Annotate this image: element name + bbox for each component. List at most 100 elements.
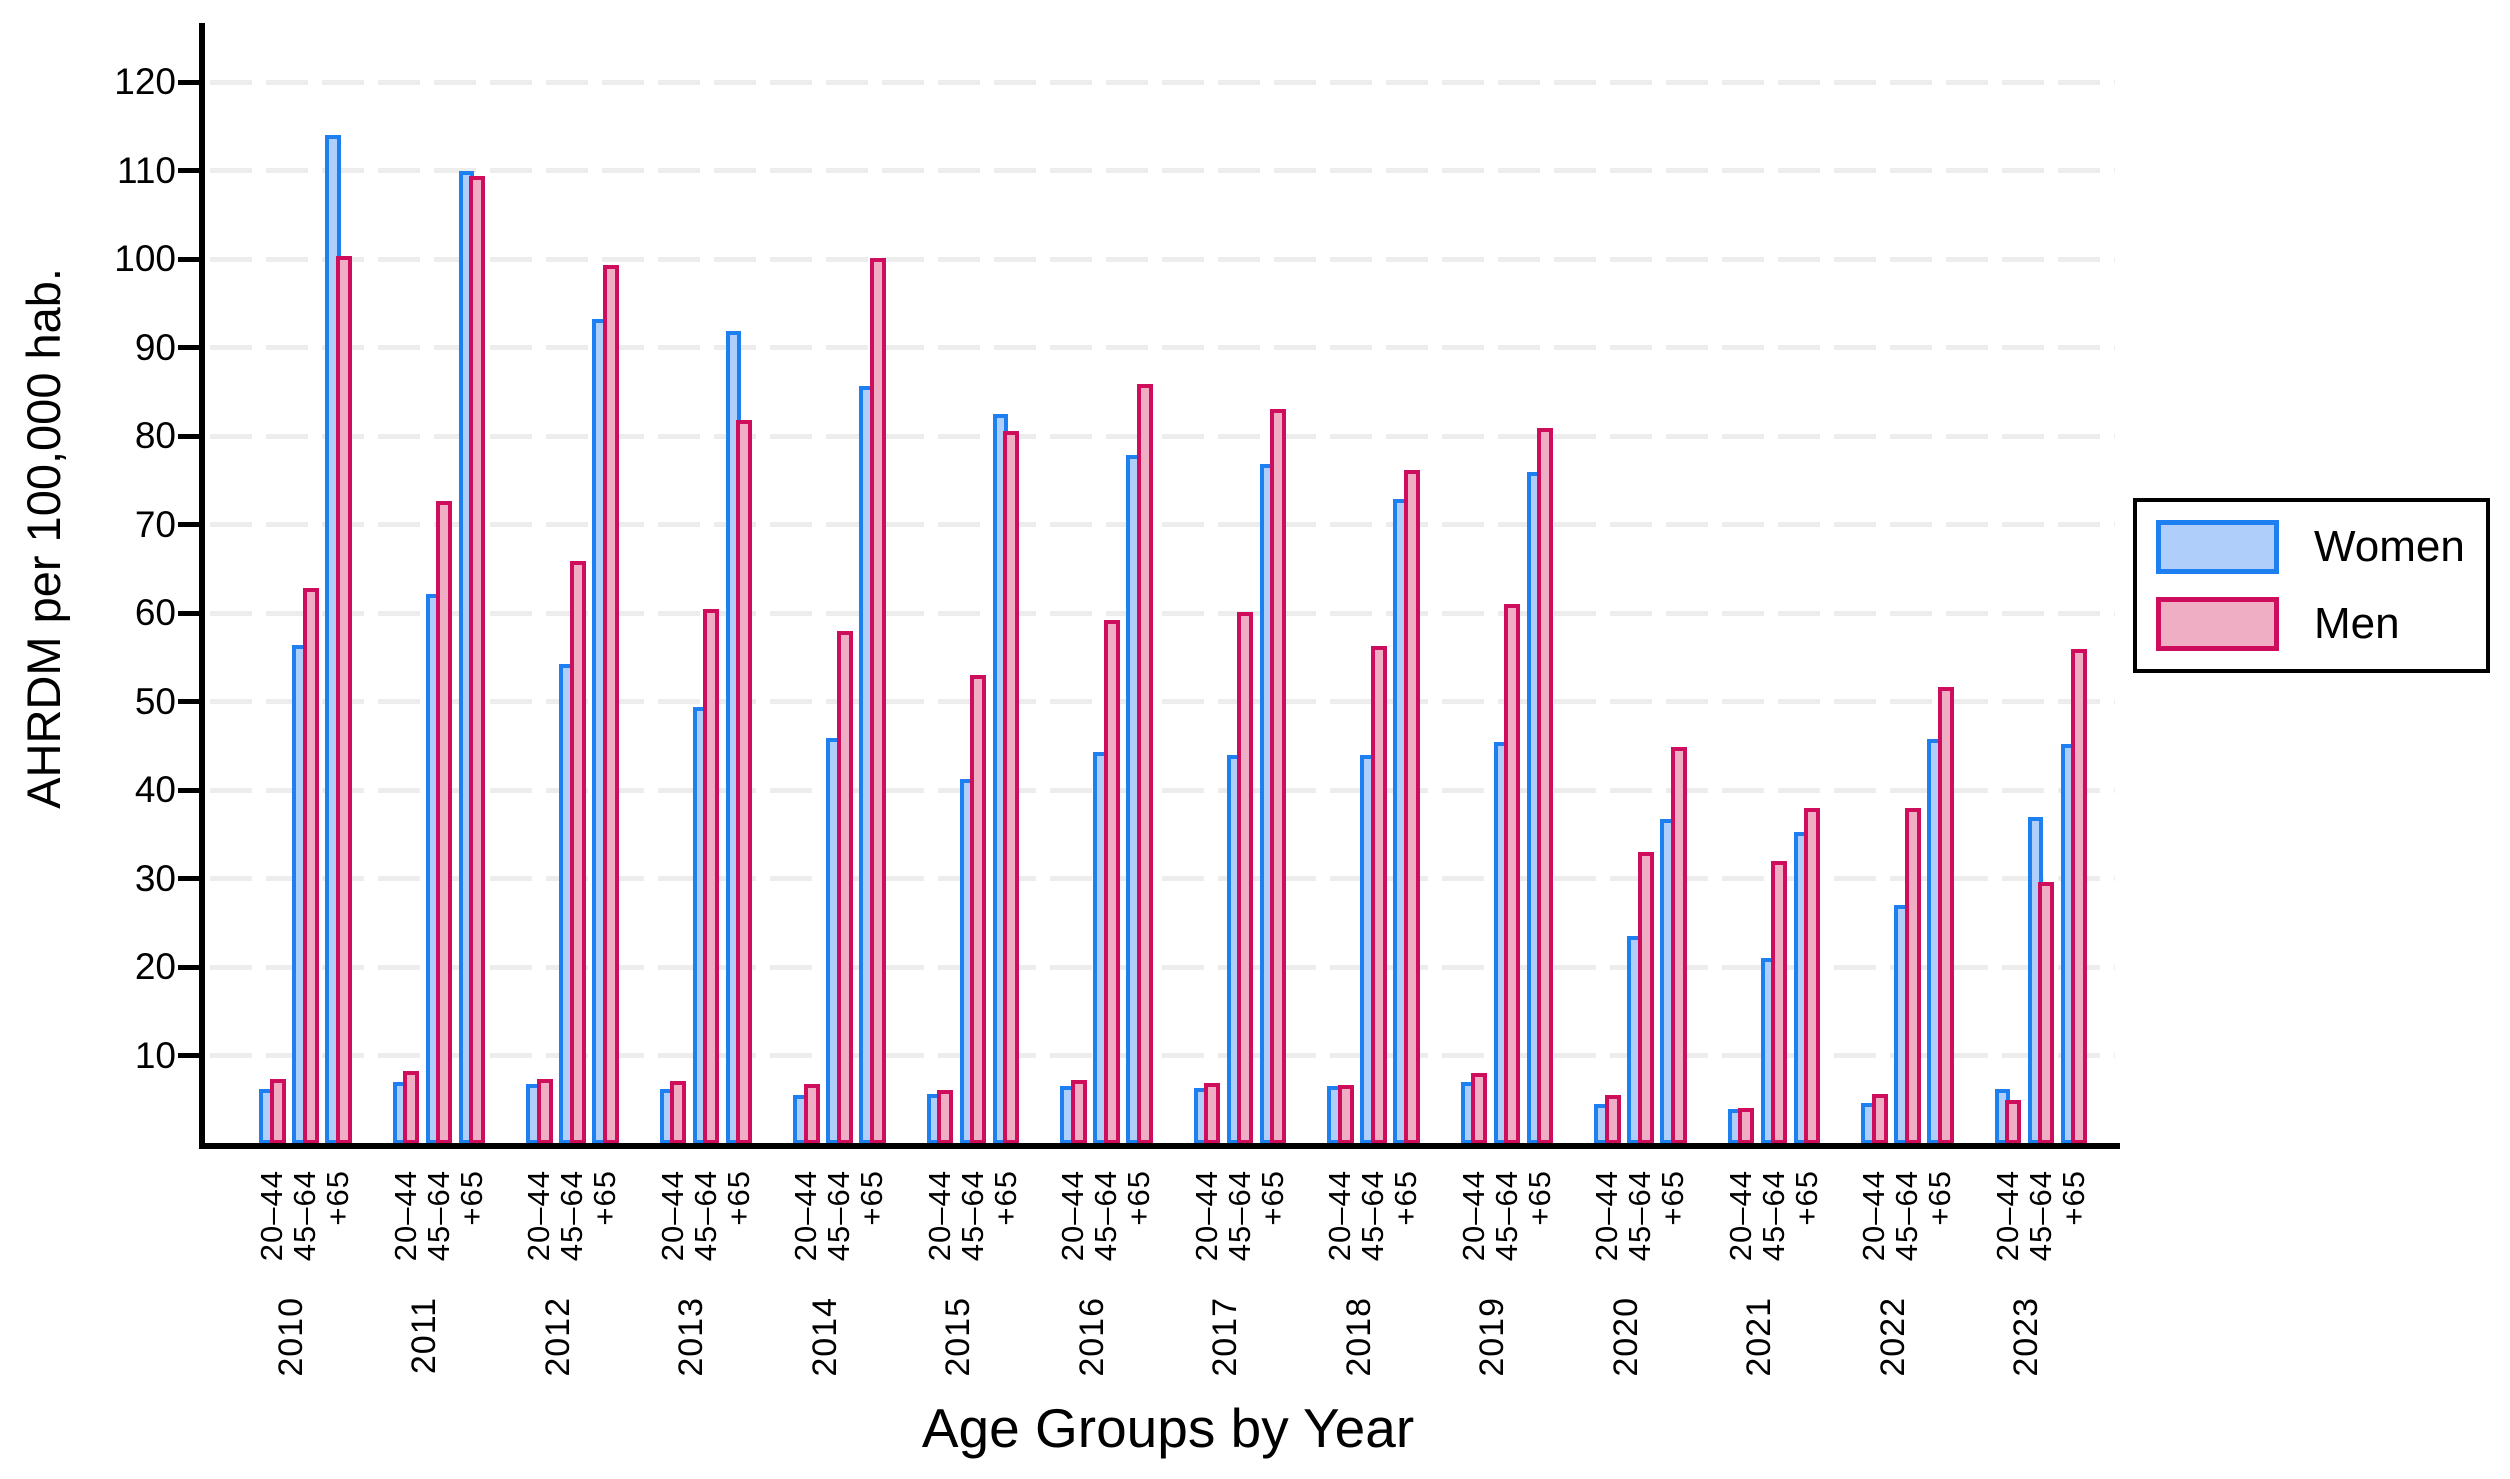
bar-men-2017-+65 [1270, 409, 1287, 1144]
x-tick-label-age-2015-+65: +65 [987, 1170, 1023, 1226]
x-tick-label-age-2011-20–44: 20–44 [387, 1170, 423, 1262]
x-tick-label-age-2011-45–64: 45–64 [420, 1170, 456, 1262]
y-tick-label-80: 80 [134, 415, 176, 456]
x-tick-label-age-2016-45–64: 45–64 [1088, 1170, 1124, 1262]
bar-men-2022-20–44 [1871, 1094, 1888, 1144]
x-tick-label-year-2015: 2015 [939, 1297, 977, 1377]
bar-men-2014-+65 [869, 258, 886, 1144]
gridline-30 [210, 876, 2115, 881]
x-tick-label-age-2020-+65: +65 [1655, 1170, 1691, 1226]
x-tick-label-age-2020-20–44: 20–44 [1589, 1170, 1624, 1262]
x-tick-label-age-2015-45–64: 45–64 [954, 1170, 990, 1262]
x-tick-label-year-2021: 2021 [1740, 1297, 1778, 1377]
legend: Women Men [2133, 498, 2490, 673]
bar-men-2016-45–64 [1103, 620, 1120, 1144]
y-tick-label-120: 120 [114, 61, 176, 102]
bar-men-2015-45–64 [970, 674, 987, 1144]
x-tick-label-age-2018-+65: +65 [1388, 1170, 1424, 1226]
x-tick-label-age-2022-+65: +65 [1922, 1170, 1958, 1226]
gridline-80 [210, 433, 2115, 439]
bar-men-2022-+65 [1937, 687, 1954, 1144]
gridline-100 [210, 256, 2115, 262]
x-tick-label-age-2021-20–44: 20–44 [1722, 1170, 1758, 1262]
x-tick-label-year-2022: 2022 [1873, 1297, 1912, 1377]
bar-men-2023-+65 [2071, 649, 2088, 1144]
y-tick-label-60: 60 [134, 592, 176, 633]
y-tick-label-100: 100 [114, 238, 176, 279]
gridline-90 [210, 345, 2115, 350]
gridline-70 [210, 522, 2115, 527]
x-tick-label-age-2023-45–64: 45–64 [2022, 1170, 2058, 1262]
bar-men-2015-+65 [1003, 430, 1020, 1144]
bar-men-2011-45–64 [436, 500, 453, 1144]
x-tick-label-age-2017-+65: +65 [1254, 1170, 1290, 1226]
x-tick-label-year-2016: 2016 [1072, 1297, 1111, 1377]
bar-men-2014-45–64 [836, 630, 853, 1144]
y-tick-mark-110 [178, 168, 200, 173]
y-tick-mark-100 [178, 256, 200, 262]
x-tick-label-year-2014: 2014 [805, 1297, 844, 1377]
legend-swatch-men-icon [2156, 597, 2279, 651]
bar-men-2012-45–64 [569, 560, 586, 1144]
bar-men-2021-+65 [1804, 807, 1821, 1144]
bar-men-2020-20–44 [1604, 1095, 1621, 1144]
x-tick-label-age-2019-20–44: 20–44 [1455, 1170, 1491, 1262]
x-tick-label-age-2015-20–44: 20–44 [921, 1170, 957, 1262]
y-tick-mark-60 [178, 610, 200, 616]
x-tick-label-age-2022-45–64: 45–64 [1889, 1170, 1925, 1262]
x-tick-label-age-2013-+65: +65 [720, 1170, 756, 1226]
y-tick-label-40: 40 [134, 769, 176, 810]
x-tick-label-year-2010: 2010 [271, 1297, 310, 1377]
x-tick-label-age-2016-20–44: 20–44 [1055, 1170, 1090, 1262]
y-tick-mark-120 [178, 79, 200, 85]
x-tick-label-year-2023: 2023 [2007, 1297, 2045, 1377]
bar-men-2012-20–44 [536, 1079, 553, 1144]
x-tick-label-age-2019-45–64: 45–64 [1488, 1170, 1524, 1262]
bar-men-2015-20–44 [937, 1090, 953, 1144]
bar-men-2019-20–44 [1471, 1073, 1487, 1144]
bar-men-2022-45–64 [1904, 807, 1921, 1144]
x-tick-label-age-2012-45–64: 45–64 [554, 1170, 590, 1262]
bar-men-2016-20–44 [1070, 1080, 1087, 1144]
gridline-120 [210, 79, 2115, 85]
y-tick-mark-30 [178, 876, 200, 881]
gridline-40 [210, 787, 2115, 793]
bar-men-2017-45–64 [1237, 612, 1254, 1144]
x-tick-label-age-2016-+65: +65 [1121, 1170, 1157, 1226]
y-tick-label-50: 50 [134, 680, 176, 722]
bar-men-2016-+65 [1136, 383, 1153, 1144]
x-tick-label-age-2012-+65: +65 [587, 1170, 623, 1226]
y-tick-mark-70 [178, 522, 200, 527]
bar-men-2010-45–64 [302, 588, 319, 1144]
bar-men-2010-+65 [335, 256, 352, 1144]
x-tick-label-age-2017-20–44: 20–44 [1188, 1170, 1224, 1262]
bar-men-2021-20–44 [1738, 1107, 1754, 1144]
gridline-20 [210, 964, 2115, 970]
x-tick-label-year-2013: 2013 [672, 1297, 710, 1377]
bar-men-2023-45–64 [2038, 882, 2055, 1144]
y-tick-label-70: 70 [134, 503, 176, 545]
bar-men-2013-20–44 [670, 1081, 686, 1144]
x-tick-label-age-2014-+65: +65 [854, 1170, 890, 1226]
bar-men-2010-20–44 [269, 1079, 286, 1144]
x-tick-label-age-2014-45–64: 45–64 [821, 1170, 857, 1262]
x-tick-label-year-2019: 2019 [1473, 1297, 1511, 1377]
x-tick-label-age-2010-+65: +65 [320, 1170, 356, 1226]
legend-label-women: Women [2314, 522, 2465, 571]
x-tick-label-age-2014-20–44: 20–44 [788, 1170, 823, 1262]
x-tick-label-age-2018-45–64: 45–64 [1355, 1170, 1391, 1262]
x-tick-label-age-2022-20–44: 20–44 [1856, 1170, 1891, 1262]
bar-men-2018-45–64 [1370, 645, 1387, 1144]
bar-men-2019-+65 [1537, 428, 1554, 1144]
bar-men-2021-45–64 [1771, 860, 1788, 1144]
gridline-60 [210, 610, 2115, 616]
y-tick-mark-50 [178, 699, 200, 704]
x-tick-label-age-2013-45–64: 45–64 [687, 1170, 723, 1262]
gridline-110 [210, 168, 2115, 173]
x-tick-label-age-2010-20–44: 20–44 [254, 1170, 289, 1262]
y-tick-mark-10 [178, 1053, 200, 1058]
y-tick-label-110: 110 [117, 149, 176, 191]
bar-men-2017-20–44 [1204, 1082, 1220, 1144]
y-tick-mark-20 [178, 964, 200, 970]
bar-men-2018-20–44 [1337, 1084, 1354, 1144]
